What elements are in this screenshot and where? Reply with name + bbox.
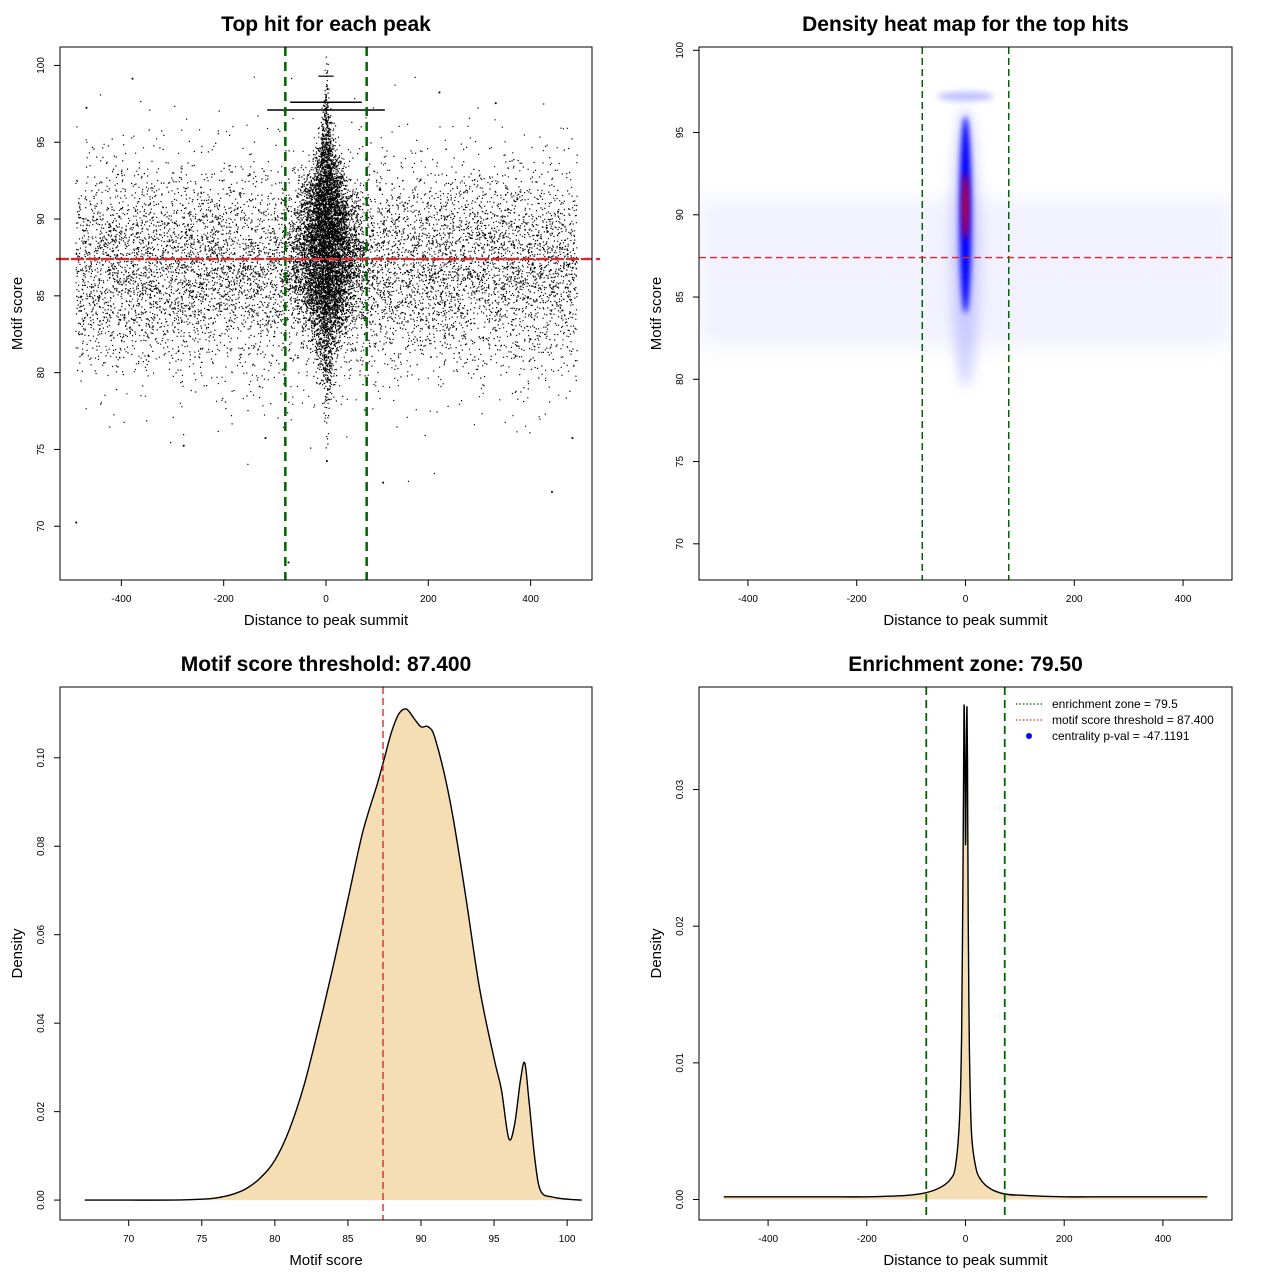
x-tick-label: -200 bbox=[214, 594, 234, 605]
y-tick-label: 0.00 bbox=[675, 1189, 686, 1209]
y-tick-label: 85 bbox=[675, 291, 686, 303]
x-tick-label: 85 bbox=[342, 1234, 354, 1245]
x-tick-label: -200 bbox=[847, 594, 867, 605]
legend: enrichment zone = 79.5 motif score thresh… bbox=[1016, 697, 1214, 743]
x-tick-label: 80 bbox=[269, 1234, 281, 1245]
plot-frame bbox=[59, 686, 593, 1221]
x-tick-label: 95 bbox=[489, 1234, 501, 1245]
y-axis-label: Motif score bbox=[648, 277, 665, 350]
y-tick-label: 0.00 bbox=[36, 1190, 47, 1210]
data-point bbox=[438, 91, 441, 94]
y-tick-label: 0.08 bbox=[36, 836, 47, 856]
data-point bbox=[287, 561, 290, 564]
x-tick-label: 100 bbox=[559, 1234, 576, 1245]
x-tick-label: 90 bbox=[415, 1234, 427, 1245]
y-tick-label: 95 bbox=[36, 136, 47, 148]
x-tick-label: 0 bbox=[323, 594, 329, 605]
data-point bbox=[131, 77, 134, 80]
density-area bbox=[723, 704, 1208, 1200]
x-tick-label: 0 bbox=[963, 594, 969, 605]
legend-label: motif score threshold = 87.400 bbox=[1052, 713, 1214, 727]
chart-title: Motif score threshold: 87.400 bbox=[181, 653, 472, 676]
y-tick-label: 85 bbox=[36, 290, 47, 302]
x-tick-label: 200 bbox=[420, 594, 437, 605]
density-curve bbox=[723, 704, 1208, 1198]
y-axis-label: Density bbox=[9, 928, 26, 979]
y-tick-label: 75 bbox=[36, 443, 47, 455]
x-tick-label: 70 bbox=[123, 1234, 135, 1245]
x-tick-label: 400 bbox=[1155, 1234, 1172, 1245]
plot-frame bbox=[59, 46, 593, 581]
y-tick-label: 95 bbox=[675, 127, 686, 139]
data-point bbox=[75, 521, 78, 524]
heat-peak bbox=[963, 173, 968, 240]
x-tick-label: -400 bbox=[738, 594, 758, 605]
data-point bbox=[571, 437, 574, 439]
data-point bbox=[494, 102, 497, 105]
y-tick-label: 80 bbox=[36, 367, 47, 379]
plot-frame bbox=[698, 46, 1233, 581]
x-axis-label: Motif score bbox=[289, 1252, 362, 1269]
point-cloud bbox=[75, 56, 578, 482]
data-point bbox=[326, 460, 328, 462]
score-density-panel: 70 75 80 85 90 95 100 0.00 0.02 0.04 0.06 0.08 0.10 M… bbox=[9, 653, 593, 1269]
x-tick-label: 400 bbox=[1175, 594, 1192, 605]
y-tick-label: 0.02 bbox=[36, 1101, 47, 1121]
x-tick-label: 200 bbox=[1056, 1234, 1073, 1245]
heatmap-panel: -400 -200 0 200 400 70 75 80 85 90 95 100 Density he… bbox=[648, 13, 1233, 629]
x-axis-label: Distance to peak summit bbox=[883, 612, 1048, 629]
x-tick-label: 200 bbox=[1066, 594, 1083, 605]
distance-density-panel: -400 -200 0 200 400 0.00 0.01 0.02 0.03 Enrichmen… bbox=[648, 653, 1233, 1269]
y-tick-label: 100 bbox=[36, 57, 47, 74]
heat-top-blob bbox=[937, 91, 994, 102]
legend-label: centrality p-val = -47.1191 bbox=[1052, 729, 1190, 743]
x-tick-label: -200 bbox=[857, 1234, 877, 1245]
y-tick-label: 90 bbox=[36, 213, 47, 225]
data-point bbox=[551, 490, 553, 493]
chart-title: Top hit for each peak bbox=[221, 13, 431, 36]
y-tick-label: 90 bbox=[675, 209, 686, 221]
y-tick-label: 70 bbox=[36, 520, 47, 532]
y-tick-label: 0.02 bbox=[675, 916, 686, 936]
y-tick-label: 75 bbox=[675, 456, 686, 468]
x-axis-label: Distance to peak summit bbox=[883, 1252, 1048, 1269]
scatter-panel: -400 -200 0 200 400 70 75 80 85 90 95 100 Top hit fo… bbox=[9, 13, 600, 629]
y-tick-label: 0.03 bbox=[675, 779, 686, 799]
y-tick-label: 0.01 bbox=[675, 1053, 686, 1073]
data-point bbox=[182, 444, 185, 447]
y-tick-label: 100 bbox=[675, 42, 686, 59]
y-tick-label: 80 bbox=[675, 373, 686, 385]
y-tick-label: 0.06 bbox=[36, 925, 47, 945]
scatter-points bbox=[75, 56, 578, 564]
y-axis-label: Motif score bbox=[9, 277, 26, 350]
heatmap-density bbox=[699, 91, 1232, 388]
x-tick-label: 75 bbox=[196, 1234, 208, 1245]
y-tick-label: 0.04 bbox=[36, 1013, 47, 1033]
x-tick-label: -400 bbox=[758, 1234, 778, 1245]
data-point bbox=[85, 106, 88, 109]
legend-marker bbox=[1026, 733, 1032, 739]
y-tick-label: 70 bbox=[675, 538, 686, 550]
density-curve bbox=[84, 708, 582, 1201]
data-point bbox=[382, 481, 385, 484]
x-tick-label: 0 bbox=[963, 1234, 969, 1245]
x-tick-label: 400 bbox=[522, 594, 539, 605]
data-point bbox=[264, 437, 267, 439]
x-tick-label: -400 bbox=[111, 594, 131, 605]
y-tick-label: 0.10 bbox=[36, 748, 47, 768]
legend-label: enrichment zone = 79.5 bbox=[1052, 697, 1178, 711]
y-axis-label: Density bbox=[648, 928, 665, 979]
density-area bbox=[84, 708, 582, 1201]
plot-frame bbox=[698, 686, 1233, 1221]
chart-title: Density heat map for the top hits bbox=[802, 13, 1129, 36]
x-axis-label: Distance to peak summit bbox=[244, 612, 409, 629]
chart-title: Enrichment zone: 79.50 bbox=[848, 653, 1083, 676]
